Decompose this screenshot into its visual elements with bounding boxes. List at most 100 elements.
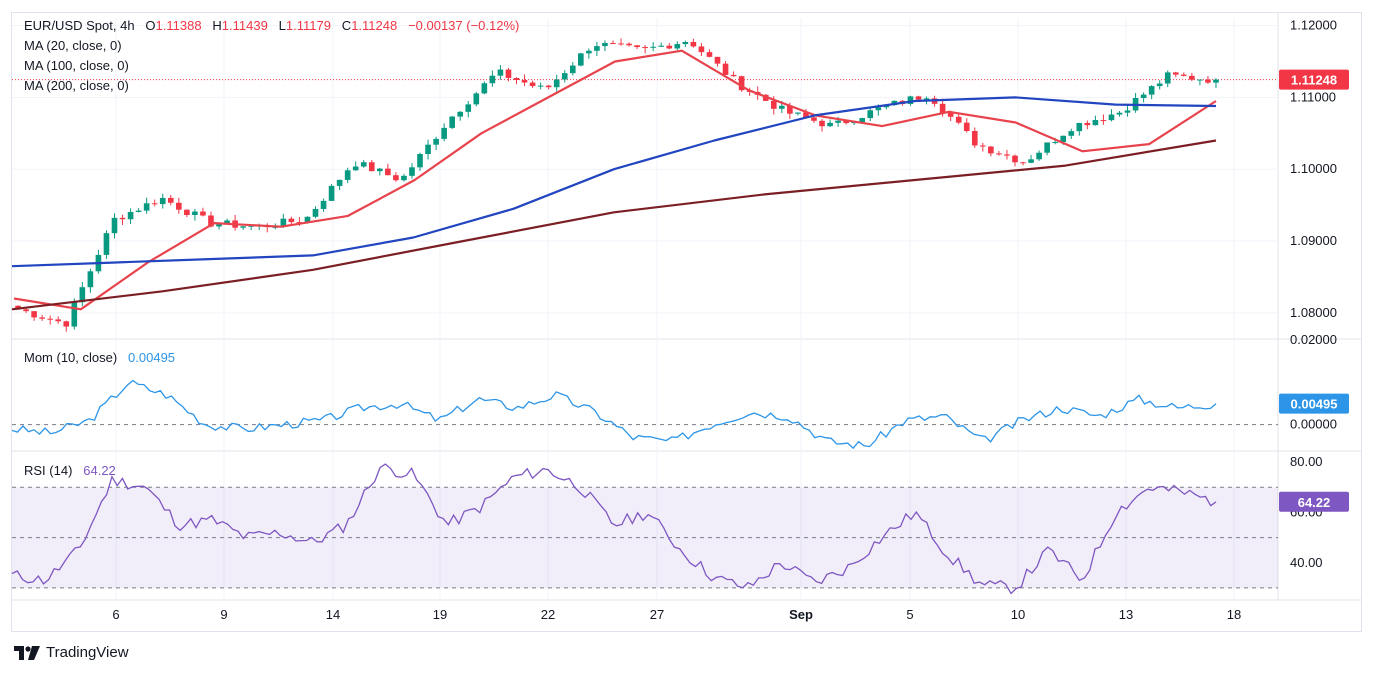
candle-body <box>971 131 978 146</box>
grid <box>12 12 1361 601</box>
candle-body <box>674 44 681 49</box>
ma20-legend[interactable]: MA (20, close, 0) <box>24 38 122 53</box>
ma-lines <box>11 49 1217 311</box>
indicator-lines <box>11 379 1217 595</box>
candle-body <box>666 45 673 49</box>
time-tick-label: Sep <box>789 607 813 622</box>
candle-body <box>240 226 246 228</box>
candle-body <box>393 175 399 181</box>
mom-label[interactable]: Mom (10, close) <box>24 350 118 365</box>
candle-body <box>923 98 930 100</box>
candle-body <box>200 211 206 216</box>
candle-body <box>176 202 182 210</box>
candle-body <box>103 233 110 255</box>
candle-body <box>803 112 809 118</box>
candle-body <box>634 45 640 48</box>
candle-body <box>1100 120 1107 122</box>
candle-body <box>184 209 190 215</box>
tradingview-logo[interactable]: TradingView <box>14 644 129 661</box>
candle-body <box>55 319 62 322</box>
price-tick-label: 1.08000 <box>1290 305 1337 320</box>
candle-body <box>433 138 439 145</box>
candle-body <box>561 73 568 80</box>
candle-body <box>1156 83 1163 87</box>
candle-body <box>513 77 520 81</box>
candle-body <box>280 218 287 227</box>
candle-body <box>1148 86 1155 95</box>
tradingview-logo-icon <box>14 645 40 660</box>
candle-body <box>569 65 576 74</box>
change-value: −0.00137 (−0.12%) <box>408 18 520 33</box>
candle-body <box>915 96 922 100</box>
candle-body <box>714 56 721 64</box>
candle-body <box>610 43 616 45</box>
price-tick-label: 1.10000 <box>1290 161 1337 176</box>
ma100-legend[interactable]: MA (100, close, 0) <box>24 58 129 73</box>
candle-body <box>71 302 78 327</box>
candle-body <box>690 41 697 47</box>
time-tick-label: 13 <box>1119 607 1133 622</box>
candle-body <box>521 80 528 83</box>
price-tick-label: 1.09000 <box>1290 233 1337 248</box>
candle-body <box>216 224 222 227</box>
candle-body <box>939 103 946 113</box>
candle-body <box>578 53 584 66</box>
candle-body <box>875 107 882 111</box>
candle-body <box>1044 142 1050 153</box>
rsi-label[interactable]: RSI (14) <box>24 463 73 478</box>
candle-body <box>1116 112 1123 115</box>
time-tick-label: 18 <box>1227 607 1241 622</box>
candle-body <box>87 271 94 288</box>
rsi-badge-bg <box>1279 491 1349 512</box>
mom-badge: 0.00495 <box>1291 397 1338 412</box>
candle-body <box>1036 152 1042 160</box>
candle-body <box>23 309 29 312</box>
candle-body <box>167 197 174 203</box>
candle-body <box>465 104 472 112</box>
mom-line <box>11 379 1217 450</box>
candle-body <box>1189 75 1195 80</box>
candle-body <box>159 197 166 205</box>
candle-body <box>385 168 391 176</box>
candle-body <box>1164 72 1171 84</box>
candle-body <box>1124 110 1131 113</box>
candle-body <box>770 100 777 109</box>
candle-body <box>867 110 874 119</box>
rsi-value: 64.22 <box>83 463 116 478</box>
candle-body <box>248 225 254 227</box>
time-tick-label: 19 <box>433 607 447 622</box>
candle-body <box>642 47 648 49</box>
candle-body <box>658 45 665 47</box>
candle-body <box>79 287 86 303</box>
candle-body <box>843 120 849 124</box>
candle-body <box>449 116 455 128</box>
ohlc-row: EUR/USD Spot, 4h O1.11388 H1.11439 L1.11… <box>24 16 519 36</box>
candle-body <box>859 118 866 123</box>
candle-body <box>344 170 351 180</box>
time-tick-label: 6 <box>112 607 119 622</box>
candle-body <box>63 321 70 327</box>
candle-body <box>706 52 713 57</box>
symbol-title[interactable]: EUR/USD Spot, 4h <box>24 18 135 33</box>
chart-frame <box>11 12 1362 632</box>
h-label: H <box>212 18 222 33</box>
candle-body <box>835 120 841 123</box>
candle-body <box>304 216 311 223</box>
candle-body <box>1172 72 1179 75</box>
candle-body <box>151 203 158 205</box>
candle-body <box>762 94 769 101</box>
time-tick-label: 14 <box>326 607 340 622</box>
candle-body <box>336 179 343 186</box>
price-badge: 1.11248 <box>1291 73 1337 88</box>
price-tick-label: 1.12000 <box>1290 18 1337 33</box>
candle-body <box>208 215 214 227</box>
ma200-legend[interactable]: MA (200, close, 0) <box>24 78 129 93</box>
ma200-line <box>11 139 1217 311</box>
candle-body <box>352 166 359 171</box>
rsi-legend: RSI (14) 64.22 <box>24 461 116 481</box>
candle-body <box>473 93 480 105</box>
time-tick-label: 10 <box>1011 607 1025 622</box>
candle-body <box>1205 79 1211 83</box>
candle-body <box>1060 135 1067 143</box>
c-value: 1.11248 <box>351 18 398 33</box>
